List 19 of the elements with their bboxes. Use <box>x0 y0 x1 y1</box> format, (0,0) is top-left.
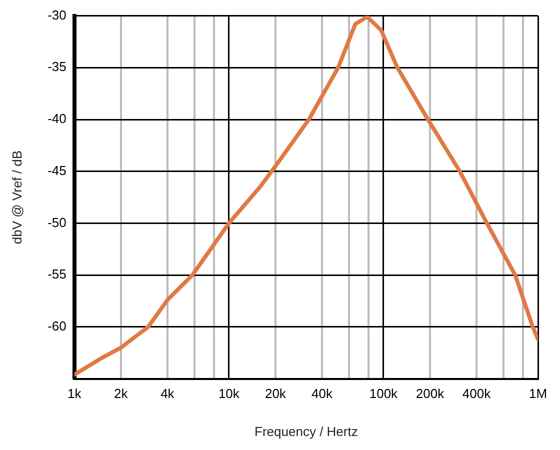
x-tick-label: 1M <box>528 386 548 402</box>
y-tick-label: -55 <box>48 266 66 282</box>
x-axis-title: Frequency / Hertz <box>254 424 358 439</box>
x-tick-label: 40k <box>311 386 333 402</box>
y-tick-label: -40 <box>48 111 66 126</box>
x-tick-label: 400k <box>462 386 492 402</box>
x-tick-label: 1k <box>68 386 82 402</box>
y-tick-label: -45 <box>48 162 66 178</box>
x-tick-label: 200k <box>416 386 445 402</box>
x-tick-label: 100k <box>369 386 398 402</box>
x-tick-label: 4k <box>160 386 175 402</box>
y-axis-title: dbV @ Vref / dB <box>9 150 24 244</box>
y-tick-label: -35 <box>48 59 66 74</box>
x-tick-label: 20k <box>264 386 286 402</box>
y-tick-label: -60 <box>48 318 66 334</box>
x-tick-label: 2k <box>114 386 128 402</box>
x-tick-label: 10k <box>218 386 240 402</box>
y-tick-label: -50 <box>48 214 66 230</box>
y-tick-label: -30 <box>48 7 66 22</box>
